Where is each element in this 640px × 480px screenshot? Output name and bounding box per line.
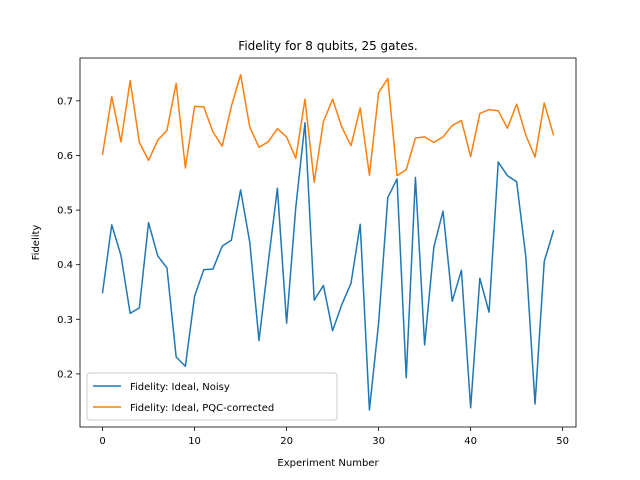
legend-box [86, 372, 338, 421]
x-tick-label: 10 [188, 436, 201, 447]
x-axis: 0 10 20 30 40 50 [99, 427, 569, 447]
series-line-pqc-corrected [101, 73, 555, 183]
plot-frame [79, 57, 577, 428]
y-tick-label: 0.6 [57, 151, 73, 162]
plot-area [101, 73, 555, 411]
y-axis-title: Fidelity [31, 225, 42, 261]
legend-label-pqc-corrected: Fidelity: Ideal, PQC-corrected [130, 403, 274, 414]
x-tick-label: 0 [99, 436, 105, 447]
x-tick-label: 40 [464, 436, 477, 447]
y-tick-label: 0.2 [57, 369, 73, 380]
legend: Fidelity: Ideal, Noisy Fidelity: Ideal, … [86, 372, 338, 421]
chart-title: Fidelity for 8 qubits, 25 gates. [238, 39, 417, 53]
x-tick-label: 30 [372, 436, 385, 447]
x-axis-title: Experiment Number [277, 458, 379, 469]
y-tick-label: 0.5 [57, 206, 73, 217]
x-tick-label: 20 [280, 436, 293, 447]
series-line-noisy [101, 121, 555, 411]
x-tick-label: 50 [556, 436, 569, 447]
y-axis: 0.2 0.3 0.4 0.5 0.6 0.7 [57, 96, 80, 380]
y-tick-label: 0.7 [57, 96, 73, 107]
y-tick-label: 0.3 [57, 315, 73, 326]
legend-label-noisy: Fidelity: Ideal, Noisy [130, 382, 230, 393]
y-tick-label: 0.4 [57, 260, 73, 271]
